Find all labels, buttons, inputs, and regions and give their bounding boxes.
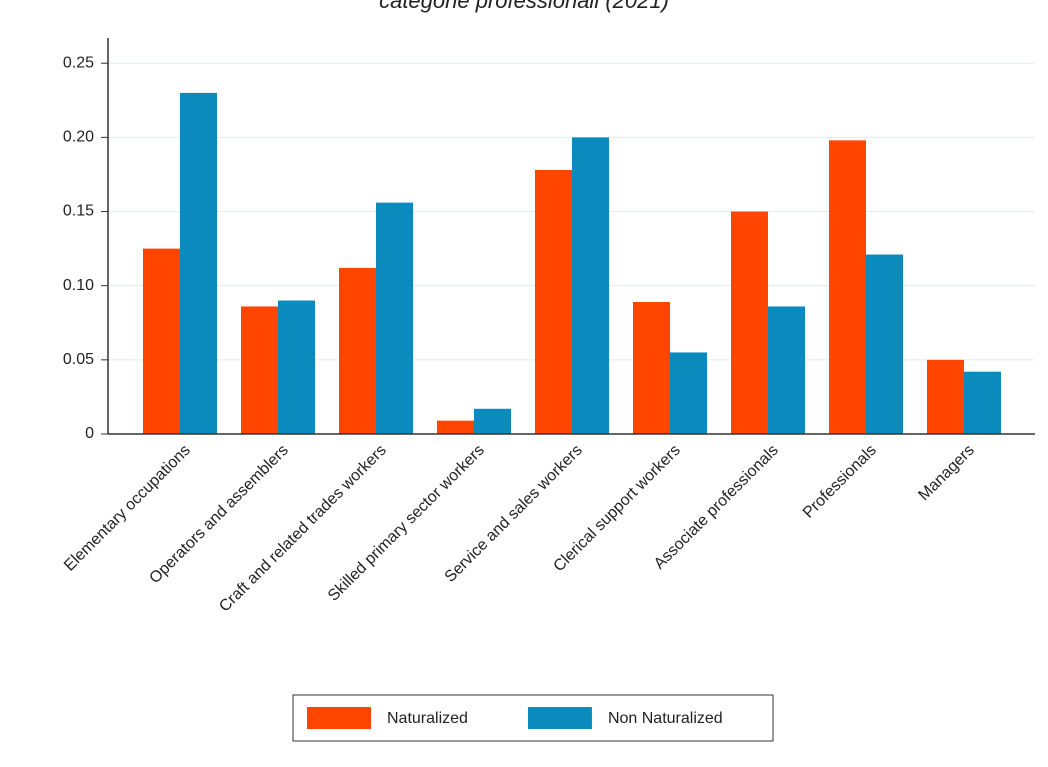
bar [731, 211, 768, 434]
bar [670, 352, 707, 434]
y-tick-label: 0.15 [63, 203, 94, 220]
bar [964, 371, 1001, 434]
y-tick-label: 0.10 [63, 277, 94, 294]
chart-title: categorie professionali (2021) [379, 0, 669, 13]
y-tick-label: 0 [85, 425, 94, 442]
bar [437, 420, 474, 434]
bar [474, 408, 511, 434]
bar [180, 92, 217, 434]
y-tick-label: 0.25 [63, 54, 94, 71]
bar [376, 202, 413, 434]
bar [143, 248, 180, 434]
legend-swatch [527, 707, 592, 729]
y-tick-label: 0.05 [63, 351, 94, 368]
bar [535, 170, 572, 434]
bar [768, 306, 805, 434]
bar [572, 137, 609, 434]
y-tick-label: 0.20 [63, 129, 94, 146]
bar [829, 140, 866, 434]
bar [339, 267, 376, 434]
legend-swatch [307, 707, 371, 729]
legend-label: Non Naturalized [608, 710, 723, 727]
bar [866, 254, 903, 434]
bar [633, 302, 670, 434]
bar [241, 306, 278, 434]
bar [278, 300, 315, 434]
legend-label: Naturalized [387, 710, 468, 727]
bar [927, 359, 964, 434]
